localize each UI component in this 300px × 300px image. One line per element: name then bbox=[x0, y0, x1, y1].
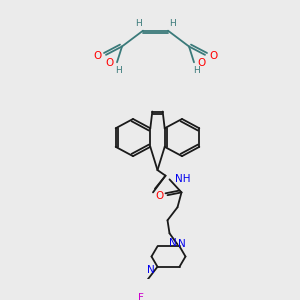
Text: F: F bbox=[138, 293, 143, 300]
Text: N: N bbox=[178, 239, 185, 249]
Text: N: N bbox=[169, 238, 176, 248]
Text: O: O bbox=[105, 58, 113, 68]
Text: O: O bbox=[94, 51, 102, 61]
Text: NH: NH bbox=[176, 174, 191, 184]
Text: H: H bbox=[116, 66, 122, 75]
Text: O: O bbox=[209, 51, 217, 61]
Text: H: H bbox=[135, 19, 141, 28]
Text: H: H bbox=[193, 66, 200, 75]
Text: O: O bbox=[198, 58, 206, 68]
Text: H: H bbox=[169, 19, 176, 28]
Text: O: O bbox=[155, 191, 164, 201]
Text: N: N bbox=[147, 266, 154, 275]
